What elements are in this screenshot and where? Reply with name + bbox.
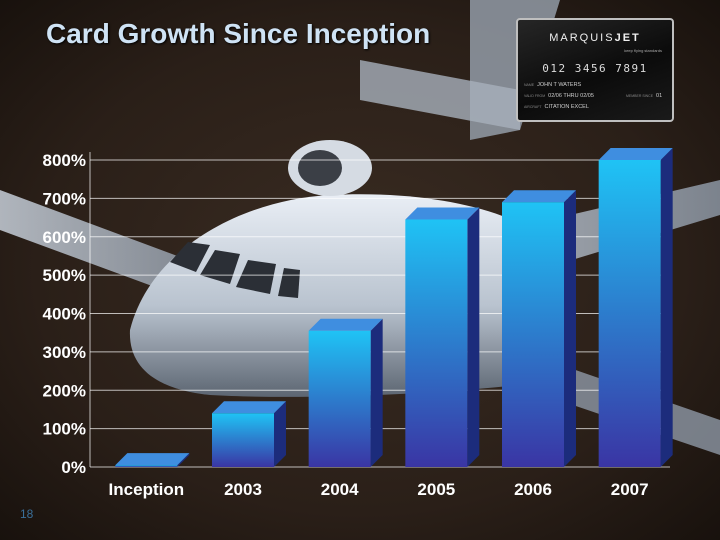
x-tick-label: 2003	[224, 480, 262, 499]
bar-side	[467, 207, 480, 467]
bar-cap	[115, 453, 190, 466]
bar-front	[212, 413, 274, 467]
y-tick-label: 400%	[43, 305, 86, 324]
card-brand: MARQUISJET	[549, 32, 641, 44]
bar-side	[274, 401, 286, 467]
x-tick-label: 2004	[321, 480, 359, 499]
card-member-line: MEMBER SINCE 01	[626, 93, 663, 99]
bar-2006	[502, 190, 576, 467]
y-tick-label: 0%	[61, 458, 86, 477]
bar-2005	[405, 207, 480, 467]
bar-side	[370, 318, 383, 467]
bar-front	[308, 330, 371, 467]
y-tick-label: 800%	[43, 151, 86, 170]
bar-side	[564, 190, 576, 467]
x-tick-label: 2006	[514, 480, 552, 499]
bar-front	[502, 202, 564, 467]
bar-cap	[308, 318, 383, 331]
slide-number: 18	[20, 507, 34, 521]
bars	[115, 148, 673, 467]
card-aircraft-line: AIRCRAFT CITATION EXCEL	[524, 104, 589, 110]
bar-side	[177, 453, 190, 467]
bar-front	[598, 160, 661, 467]
x-tick-label: 2005	[417, 480, 455, 499]
bar-side	[660, 148, 673, 467]
y-tick-label: 100%	[43, 420, 86, 439]
x-axis-ticks: Inception 2003 2004 2005 2006 2007	[109, 480, 649, 499]
bar-cap	[405, 207, 480, 220]
y-axis-ticks: 0% 100% 200% 300% 400% 500% 600% 700% 800%	[43, 151, 86, 477]
bar-inception	[115, 453, 190, 467]
bar-front	[115, 465, 178, 467]
bar-cap	[502, 190, 576, 203]
bar-2004	[308, 318, 383, 467]
bar-cap	[598, 148, 673, 160]
card-valid-line: VALID FROM 02/06 THRU 02/05	[524, 93, 594, 99]
x-tick-label: 2007	[611, 480, 649, 499]
bar-2007	[598, 148, 673, 467]
x-tick-label: Inception	[109, 480, 185, 499]
y-tick-label: 700%	[43, 189, 86, 208]
card-tagline: keep flying standards	[624, 48, 662, 53]
y-tick-label: 300%	[43, 343, 86, 362]
y-tick-label: 600%	[43, 228, 86, 247]
slide-title: Card Growth Since Inception	[46, 18, 431, 49]
card-number: 012 3456 7891	[542, 62, 648, 75]
y-tick-label: 500%	[43, 266, 86, 285]
y-tick-label: 200%	[43, 381, 86, 400]
bar-2003	[212, 401, 286, 467]
bar-front	[405, 219, 468, 467]
bar-cap	[212, 401, 286, 414]
card-name-line: NAME JOHN T WATERS	[524, 82, 582, 88]
membership-card-image: MARQUISJET keep flying standards 012 345…	[516, 18, 674, 122]
